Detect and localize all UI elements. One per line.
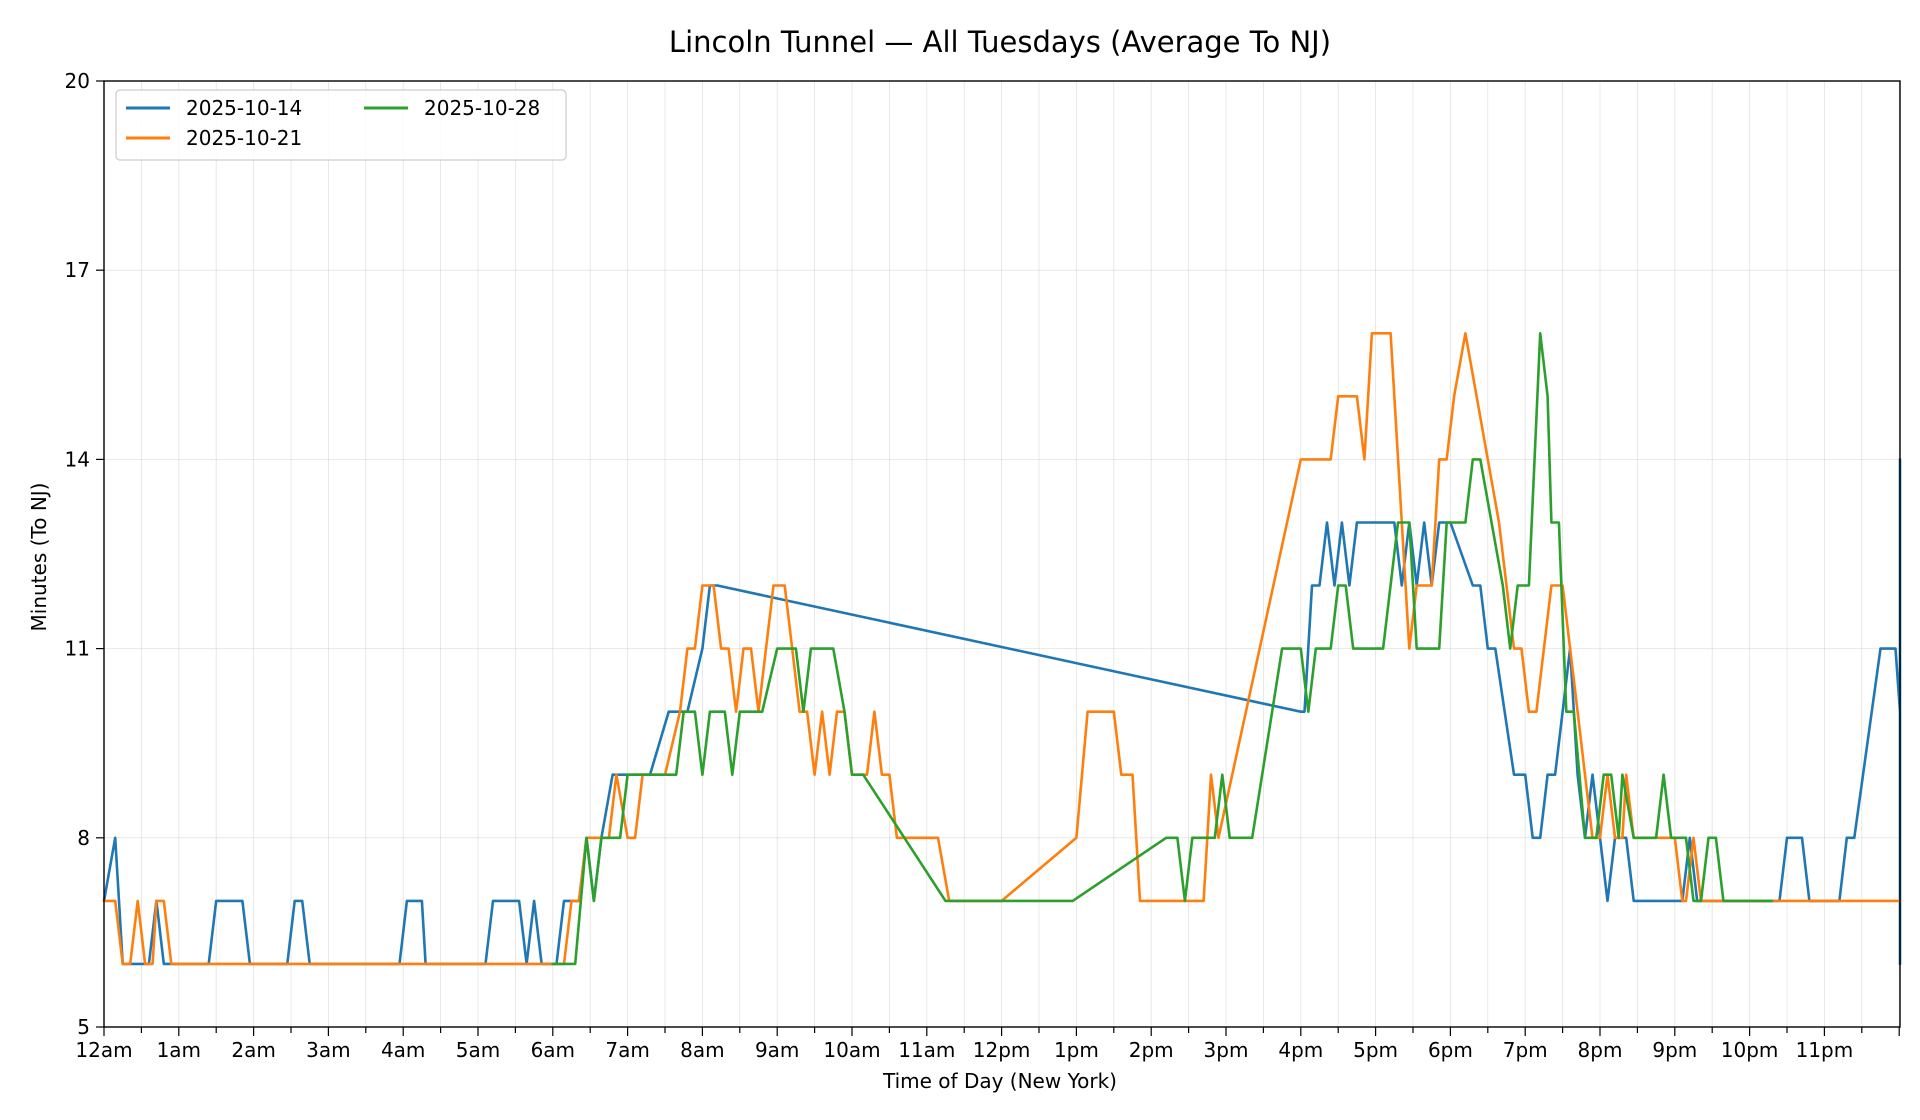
x-tick-label: 2am bbox=[231, 1038, 275, 1062]
y-tick-label: 11 bbox=[65, 637, 90, 661]
y-tick-label: 8 bbox=[77, 826, 90, 850]
y-tick-label: 20 bbox=[65, 69, 90, 93]
y-tick-label: 17 bbox=[65, 258, 90, 282]
grid-lines bbox=[103, 80, 1900, 1028]
series-lines bbox=[102, 331, 1902, 966]
x-tick-label: 12pm bbox=[973, 1038, 1031, 1062]
x-tick-label: 7pm bbox=[1503, 1038, 1548, 1062]
legend-label: 2025-10-14 bbox=[186, 96, 302, 120]
series-line-3 bbox=[551, 331, 1774, 966]
x-tick-label: 3pm bbox=[1204, 1038, 1249, 1062]
x-tick-label: 11am bbox=[898, 1038, 955, 1062]
x-tick-label: 9am bbox=[755, 1038, 799, 1062]
x-tick-label: 2pm bbox=[1129, 1038, 1174, 1062]
x-tick-label: 4am bbox=[381, 1038, 425, 1062]
y-tick-label: 14 bbox=[65, 447, 90, 471]
x-tick-label: 9pm bbox=[1652, 1038, 1697, 1062]
series-line-1 bbox=[102, 458, 1902, 966]
x-tick-label: 6am bbox=[531, 1038, 575, 1062]
y-axis-label: Minutes (To NJ) bbox=[27, 483, 51, 632]
x-tick-label: 11pm bbox=[1796, 1038, 1854, 1062]
x-tick-label: 8pm bbox=[1578, 1038, 1623, 1062]
x-tick-label: 10am bbox=[823, 1038, 880, 1062]
x-tick-label: 8am bbox=[680, 1038, 724, 1062]
legend-box bbox=[115, 89, 567, 161]
x-tick-label: 7am bbox=[605, 1038, 649, 1062]
x-axis-label: Time of Day (New York) bbox=[882, 1069, 1117, 1093]
x-tick-label: 10pm bbox=[1721, 1038, 1779, 1062]
series-line-2 bbox=[102, 331, 1902, 966]
y-tick-label: 5 bbox=[77, 1015, 90, 1039]
legend: 2025-10-14 2025-10-21 2025-10-28 bbox=[115, 89, 567, 161]
x-tick-label: 3am bbox=[306, 1038, 350, 1062]
x-tick-label: 12am bbox=[75, 1038, 132, 1062]
chart-title: Lincoln Tunnel — All Tuesdays (Average T… bbox=[669, 25, 1331, 59]
x-tick-label: 5am bbox=[456, 1038, 500, 1062]
legend-label: 2025-10-28 bbox=[424, 96, 540, 120]
x-tick-label: 5pm bbox=[1353, 1038, 1398, 1062]
axes: 12am 1am 2am 3am 4am 5am 6am 7am 8am 9am 10am 11am 1… bbox=[65, 69, 1901, 1062]
x-tick-label: 6pm bbox=[1428, 1038, 1473, 1062]
x-tick-label: 4pm bbox=[1278, 1038, 1323, 1062]
x-tick-label: 1pm bbox=[1054, 1038, 1099, 1062]
x-tick-label: 1am bbox=[157, 1038, 201, 1062]
legend-label: 2025-10-21 bbox=[186, 126, 302, 150]
